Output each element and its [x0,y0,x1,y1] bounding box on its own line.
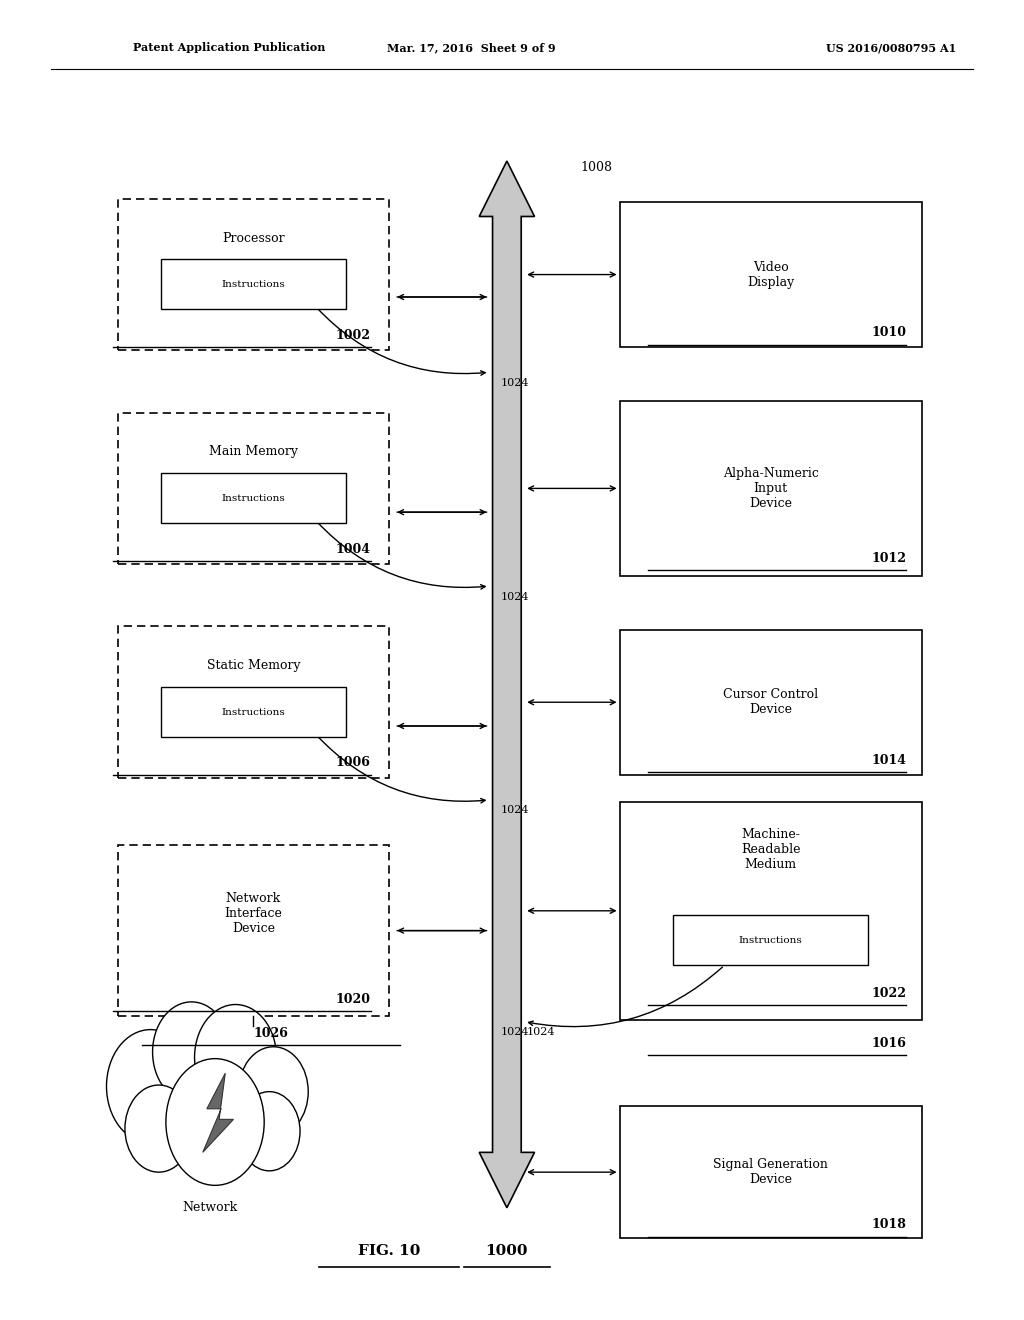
Text: Patent Application Publication: Patent Application Publication [133,42,326,53]
Text: Signal Generation
Device: Signal Generation Device [713,1158,828,1187]
Text: Alpha-Numeric
Input
Device: Alpha-Numeric Input Device [723,467,818,510]
Text: 1008: 1008 [581,161,612,174]
FancyBboxPatch shape [162,686,346,737]
Text: 1018: 1018 [871,1218,906,1232]
Circle shape [153,1002,230,1102]
FancyBboxPatch shape [118,198,389,350]
Text: 1010: 1010 [871,326,906,339]
Text: US 2016/0080795 A1: US 2016/0080795 A1 [825,42,956,53]
FancyBboxPatch shape [162,473,346,523]
Text: 1004: 1004 [336,543,371,556]
Circle shape [125,1085,193,1172]
Text: Instructions: Instructions [221,280,286,289]
FancyBboxPatch shape [620,630,922,775]
Text: Mar. 17, 2016  Sheet 9 of 9: Mar. 17, 2016 Sheet 9 of 9 [387,42,555,53]
Text: 1014: 1014 [871,754,906,767]
Text: Instructions: Instructions [221,494,286,503]
Circle shape [239,1092,300,1171]
Text: Machine-
Readable
Medium: Machine- Readable Medium [740,829,801,871]
Text: 1020: 1020 [336,993,371,1006]
Polygon shape [479,161,535,1208]
Text: Network
Interface
Device: Network Interface Device [224,892,283,935]
FancyBboxPatch shape [118,626,389,777]
Text: Cursor Control
Device: Cursor Control Device [723,688,818,717]
Circle shape [166,1059,264,1185]
FancyBboxPatch shape [620,1106,922,1238]
Text: 1024: 1024 [501,591,529,602]
Polygon shape [203,1073,233,1152]
FancyBboxPatch shape [674,915,867,965]
FancyBboxPatch shape [620,202,922,347]
FancyBboxPatch shape [118,412,389,565]
Text: 1012: 1012 [871,552,906,565]
Circle shape [106,1030,195,1143]
Text: Main Memory: Main Memory [209,445,298,458]
Text: Processor: Processor [222,231,285,244]
FancyBboxPatch shape [118,845,389,1016]
Circle shape [239,1047,308,1137]
Text: 1024: 1024 [501,1027,529,1038]
Circle shape [195,1005,276,1110]
Text: 1026: 1026 [254,1027,289,1040]
FancyBboxPatch shape [620,803,922,1020]
Text: 1002: 1002 [336,329,371,342]
Text: FIG. 10: FIG. 10 [358,1245,420,1258]
Text: Network: Network [182,1201,238,1214]
Text: Instructions: Instructions [221,708,286,717]
Text: 1024: 1024 [526,1027,555,1038]
Text: 1000: 1000 [485,1245,528,1258]
Text: 1024: 1024 [501,805,529,816]
Text: Video
Display: Video Display [746,260,795,289]
Text: 1022: 1022 [871,987,906,1001]
Text: 1016: 1016 [871,1038,906,1049]
FancyBboxPatch shape [162,259,346,309]
FancyBboxPatch shape [620,401,922,576]
Text: 1024: 1024 [501,378,529,388]
Text: Static Memory: Static Memory [207,659,300,672]
Text: 1006: 1006 [336,756,371,770]
Text: Instructions: Instructions [738,936,803,945]
